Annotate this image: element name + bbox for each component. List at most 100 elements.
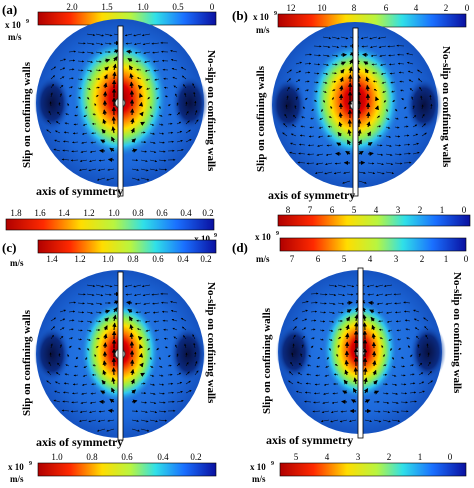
velocity-arrow — [292, 326, 297, 331]
velocity-arrow — [328, 320, 335, 323]
velocity-arrow — [376, 171, 385, 175]
velocity-arrow — [412, 142, 419, 146]
velocity-arrow — [313, 45, 322, 48]
velocity-arrow — [375, 284, 384, 288]
velocity-arrow — [374, 105, 379, 111]
velocity-arrow — [409, 400, 417, 403]
velocity-arrow — [149, 401, 157, 405]
velocity-arrow — [413, 309, 420, 313]
exponent-power: 9 — [214, 233, 217, 239]
velocity-arrow — [63, 140, 70, 143]
panel-label: (d) — [232, 240, 248, 255]
velocity-arrow — [403, 134, 410, 137]
velocity-arrow — [59, 84, 64, 89]
velocity-arrow — [111, 126, 116, 134]
velocity-arrow — [193, 91, 196, 98]
velocity-arrow — [319, 329, 325, 332]
velocity-arrow — [391, 410, 400, 414]
colorbar-ticks: 7 6 5 4 3 2 1 0 — [290, 254, 469, 264]
velocity-arrow — [50, 83, 54, 89]
velocity-arrow — [95, 42, 104, 46]
velocity-arrow — [319, 347, 323, 351]
velocity-arrow — [394, 302, 402, 305]
velocity-arrow — [286, 86, 290, 92]
velocity-arrow — [86, 284, 96, 288]
velocity-arrow — [144, 60, 151, 63]
velocity-arrow — [71, 401, 79, 404]
velocity-arrow — [345, 316, 351, 322]
velocity-arrow — [104, 66, 109, 72]
velocity-arrow — [376, 153, 384, 156]
velocity-arrow — [158, 150, 166, 153]
velocity-arrow — [55, 121, 61, 125]
velocity-arrow — [339, 68, 345, 74]
tick: 1.0 — [51, 452, 63, 462]
velocity-arrow — [357, 139, 362, 146]
velocity-arrow — [310, 319, 317, 322]
velocity-arrow — [107, 157, 115, 162]
velocity-arrow — [130, 117, 135, 125]
velocity-arrow — [112, 322, 117, 331]
velocity-arrow — [382, 354, 385, 358]
velocity-arrow — [185, 352, 188, 358]
velocity-arrow — [155, 338, 160, 341]
symmetry-axis — [117, 25, 124, 197]
velocity-arrow — [65, 364, 70, 367]
velocity-arrow — [298, 143, 306, 146]
velocity-arrow — [328, 116, 333, 119]
velocity-arrow — [82, 374, 88, 377]
velocity-arrow — [292, 343, 295, 349]
velocity-arrow — [331, 63, 338, 66]
tick: 0.6 — [156, 208, 168, 218]
velocity-arrow — [130, 359, 135, 367]
velocity-arrow — [65, 113, 70, 116]
velocity-arrow — [158, 374, 164, 377]
velocity-arrow — [138, 101, 144, 107]
velocity-arrow — [86, 51, 94, 55]
tick: 0 — [210, 2, 215, 12]
velocity-arrow — [77, 78, 83, 81]
velocity-arrow — [140, 419, 149, 423]
velocity-arrow — [394, 135, 401, 138]
velocity-arrow — [421, 123, 426, 128]
velocity-arrow — [357, 129, 362, 137]
velocity-arrow — [383, 99, 387, 103]
velocity-arrow — [79, 159, 88, 163]
velocity-arrow — [81, 141, 88, 144]
velocity-arrow — [367, 171, 376, 175]
velocity-arrow — [158, 401, 166, 404]
tick: 8 — [352, 3, 357, 13]
velocity-arrow — [176, 148, 184, 152]
tick: 1 — [444, 254, 449, 264]
velocity-arrow — [370, 45, 378, 49]
velocity-arrow — [111, 136, 116, 143]
axis-label: axis of symmetry — [36, 184, 123, 198]
velocity-arrow — [377, 311, 384, 314]
velocity-arrow — [341, 399, 348, 405]
velocity-arrow — [286, 69, 292, 74]
velocity-arrow — [172, 76, 178, 80]
velocity-arrow — [325, 153, 333, 156]
symmetry-axis — [357, 267, 364, 439]
velocity-arrow — [310, 337, 315, 340]
velocity-arrow — [363, 61, 369, 66]
velocity-arrow — [104, 317, 109, 323]
velocity-arrow — [295, 70, 302, 74]
velocity-arrow — [301, 335, 306, 340]
velocity-arrow — [131, 419, 139, 423]
velocity-arrow — [387, 329, 393, 332]
velocity-arrow — [95, 69, 101, 72]
axis-label: axis of symmetry — [266, 433, 353, 447]
velocity-arrow — [382, 90, 387, 93]
velocity-arrow — [310, 292, 319, 295]
velocity-arrow — [337, 302, 345, 305]
velocity-arrow — [63, 131, 70, 134]
velocity-arrow — [80, 150, 88, 153]
velocity-arrow — [68, 86, 73, 89]
tick: 2 — [444, 3, 449, 13]
velocity-arrow — [336, 353, 339, 358]
velocity-arrow — [68, 301, 76, 304]
velocity-arrow — [353, 377, 358, 385]
tick: 4 — [368, 254, 373, 264]
velocity-arrow — [289, 371, 294, 376]
